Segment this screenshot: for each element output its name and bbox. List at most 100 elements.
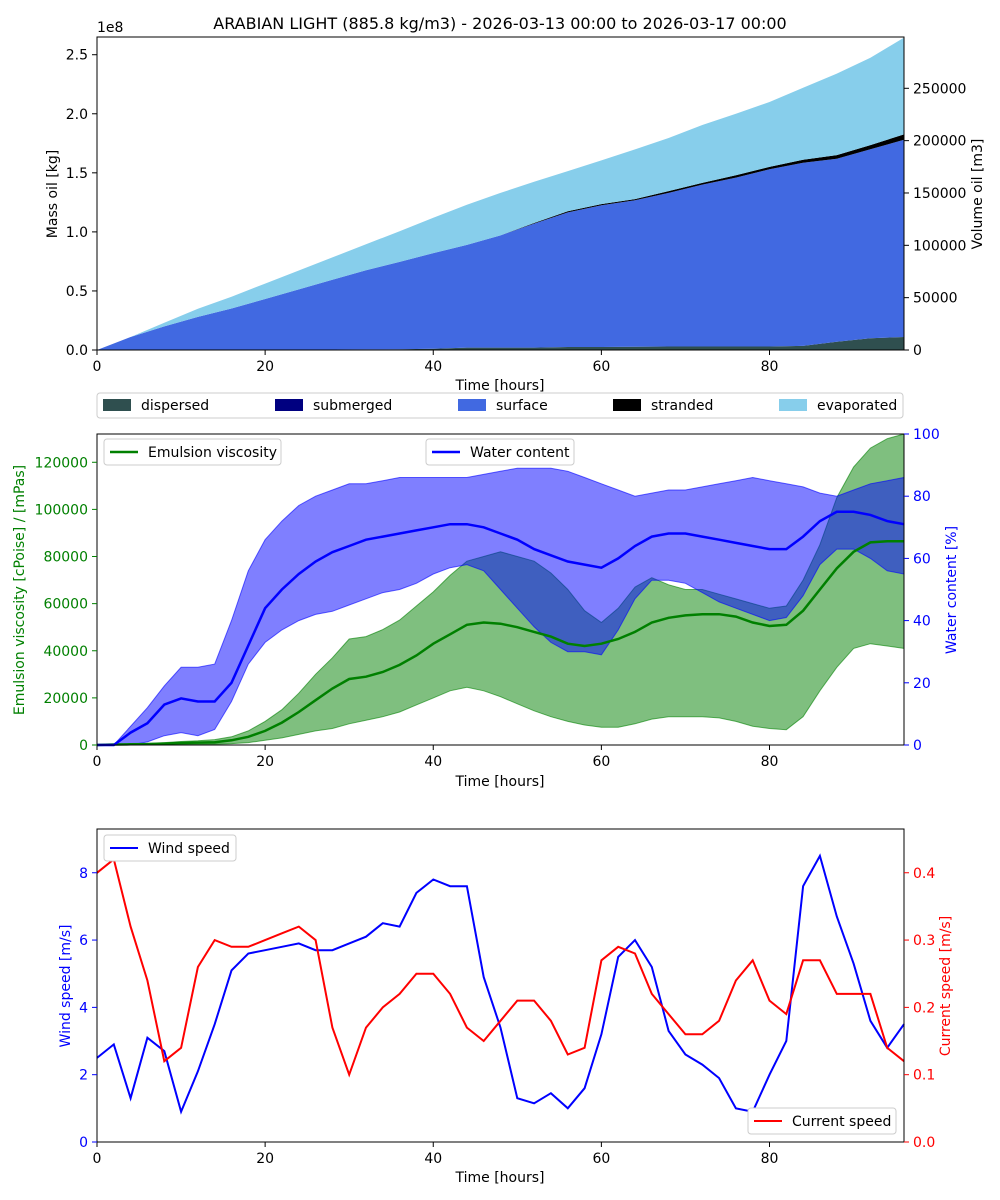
y-tick-label: 100000 [35, 502, 88, 518]
y-tick-label: 20000 [43, 691, 88, 707]
emulsion-y-label: Emulsion viscosity [cPoise] / [mPas] [12, 465, 28, 715]
y-tick-label: 2.0 [66, 107, 88, 123]
y2-tick-label: 50000 [913, 291, 958, 307]
mass-y-label: Mass oil [kg] [45, 150, 61, 238]
x-tick-label: 40 [424, 754, 442, 770]
current-y-label: Current speed [m/s] [938, 916, 954, 1056]
wind-x-ticks: 0 20 40 60 80 [93, 1142, 779, 1167]
emulsion-frame [96, 433, 905, 746]
y-tick-label: 80000 [43, 550, 88, 566]
y2-tick-label: 40 [913, 614, 931, 630]
emulsion-x-label: Time [hours] [455, 774, 545, 790]
y2-tick-label: 60 [913, 551, 931, 567]
volume-y-label: Volume oil [m3] [970, 139, 986, 250]
y2-tick-label: 0.3 [913, 933, 935, 949]
x-tick-label: 40 [424, 359, 442, 375]
y-tick-label: 4 [79, 1000, 88, 1016]
viscosity-legend-label: Emulsion viscosity [148, 445, 277, 461]
emulsion-x-ticks: 0 20 40 60 80 [93, 745, 779, 770]
y2-tick-label: 0.0 [913, 1135, 935, 1151]
current-line [96, 857, 905, 1078]
y2-tick-label: 80 [913, 489, 931, 505]
legend-label-surface: surface [496, 398, 548, 414]
water-legend [425, 438, 575, 466]
legend-label-evaporated: evaporated [817, 398, 897, 414]
mass-balance-frame [96, 36, 905, 351]
legend-swatch-submerged [275, 399, 303, 411]
x-tick-label: 0 [93, 1151, 102, 1167]
y-tick-label: 0 [79, 1135, 88, 1151]
y-tick-label: 0 [79, 738, 88, 754]
x-tick-label: 40 [424, 1151, 442, 1167]
legend-swatch-evaporated [779, 399, 807, 411]
current-y2-ticks: 0.0 0.1 0.2 0.3 0.4 [904, 866, 935, 1151]
area-dispersed [97, 337, 904, 350]
y2-tick-label: 100 [913, 427, 940, 443]
mass-x-label: Time [hours] [455, 378, 545, 394]
x-tick-label: 0 [93, 359, 102, 375]
legend-label-dispersed: dispersed [141, 398, 209, 414]
y-tick-label: 40000 [43, 644, 88, 660]
water-legend-label: Water content [470, 445, 570, 461]
y2-tick-label: 0.1 [913, 1068, 935, 1084]
area-surface [97, 139, 904, 350]
y2-tick-label: 250000 [913, 81, 966, 97]
legend-label-stranded: stranded [651, 398, 713, 414]
chart-1-title: ARABIAN LIGHT (885.8 kg/m3) - 2026-03-13… [213, 14, 786, 33]
mass-balance-x-ticks: 0 20 40 60 80 [93, 350, 779, 375]
y2-tick-label: 20 [913, 676, 931, 692]
y2-tick-label: 100000 [913, 238, 966, 254]
mass-legend-entries: dispersed submerged surface stranded evapora… [103, 398, 897, 414]
water-y2-ticks: 0 20 40 60 80 100 [904, 427, 940, 754]
y-tick-label: 0.0 [66, 343, 88, 359]
x-tick-label: 20 [256, 359, 274, 375]
water-line [97, 510, 905, 747]
viscosity-legend [103, 438, 282, 466]
wind-y-ticks: 0 2 4 6 8 [79, 866, 97, 1151]
legend-swatch-surface [458, 399, 486, 411]
wind-current-lines [96, 853, 905, 1115]
y2-tick-label: 200000 [913, 134, 966, 150]
wind-y-label: Wind speed [m/s] [58, 925, 74, 1048]
area-evaporated [97, 37, 904, 350]
y2-tick-label: 0.2 [913, 1000, 935, 1016]
legend-label-submerged: submerged [313, 398, 392, 414]
y2-tick-label: 150000 [913, 186, 966, 202]
viscosity-line [96, 539, 904, 747]
y2-tick-label: 0 [913, 343, 922, 359]
legend-swatch-stranded [613, 399, 641, 411]
current-legend [747, 1107, 897, 1135]
y-tick-label: 8 [79, 866, 88, 882]
x-tick-label: 0 [93, 754, 102, 770]
mass-balance-y2-ticks: 0 50000 100000 150000 200000 250000 [904, 81, 966, 359]
mass-balance-areas [97, 37, 904, 350]
wind-frame [96, 828, 905, 1143]
y-tick-label: 2 [79, 1068, 88, 1084]
y2-tick-label: 0 [913, 738, 922, 754]
wind-legend-label: Wind speed [148, 841, 230, 857]
wind-legend [103, 834, 237, 862]
emulsion-y-ticks: 0 20000 40000 60000 80000 100000 120000 [35, 455, 97, 754]
legend-swatch-dispersed [103, 399, 131, 411]
current-legend-label: Current speed [792, 1114, 891, 1130]
x-tick-label: 60 [592, 359, 610, 375]
x-tick-label: 80 [761, 754, 779, 770]
mass-balance-y-ticks: 0.0 0.5 1.0 1.5 2.0 2.5 [66, 48, 97, 359]
y-tick-label: 6 [79, 933, 88, 949]
x-tick-label: 20 [256, 754, 274, 770]
y-tick-label: 120000 [35, 455, 88, 471]
mass-y-multiplier: 1e8 [97, 20, 123, 36]
y-tick-label: 2.5 [66, 48, 88, 64]
y2-tick-label: 0.4 [913, 866, 935, 882]
wind-line [96, 853, 905, 1115]
x-tick-label: 80 [761, 359, 779, 375]
y-tick-label: 0.5 [66, 284, 88, 300]
y-tick-label: 1.5 [66, 166, 88, 182]
x-tick-label: 80 [761, 1151, 779, 1167]
x-tick-label: 60 [592, 754, 610, 770]
y-tick-label: 60000 [43, 597, 88, 613]
wind-x-label: Time [hours] [455, 1170, 545, 1186]
water-y-label: Water content [%] [944, 526, 960, 654]
x-tick-label: 60 [592, 1151, 610, 1167]
